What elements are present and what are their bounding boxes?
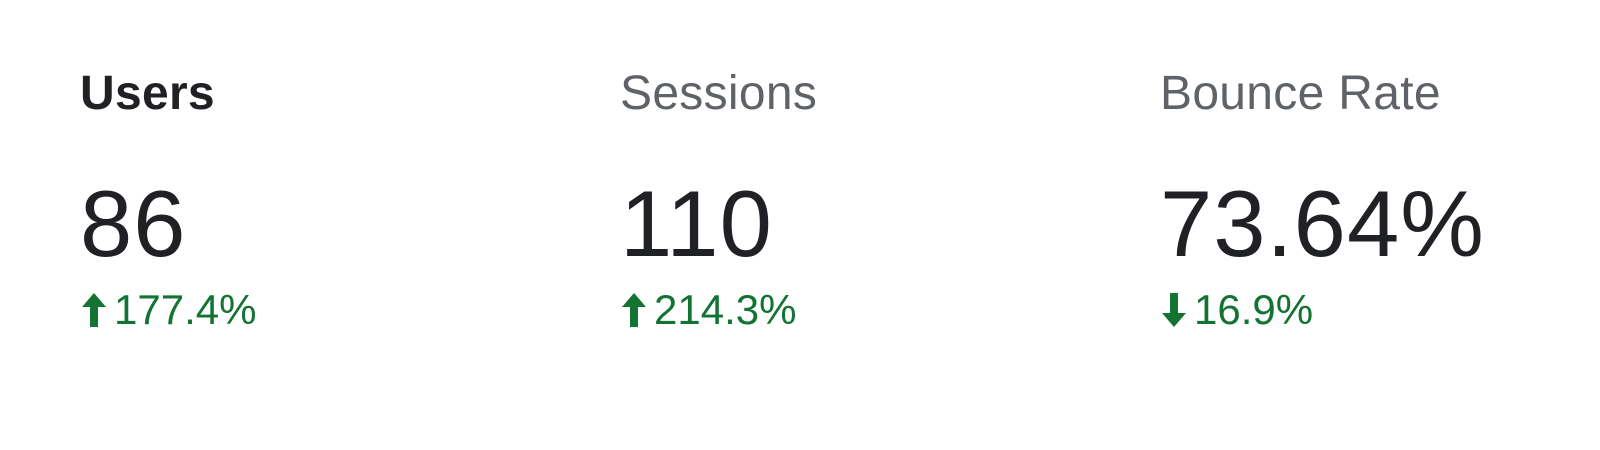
arrow-down-icon (1160, 290, 1188, 330)
metric-change-value: 214.3% (654, 286, 797, 333)
metric-change: 16.9% (1160, 286, 1600, 334)
metric-label: Users (80, 67, 215, 120)
metric-change: 214.3% (620, 286, 1080, 334)
metric-change: 177.4% (80, 286, 540, 334)
arrow-up-icon (620, 290, 648, 330)
metric-value: 86 (80, 171, 187, 276)
metric-value: 110 (620, 171, 773, 276)
metric-label: Sessions (620, 67, 818, 120)
metric-value: 73.64% (1160, 171, 1485, 276)
metric-tab-bounce-rate[interactable]: Bounce Rate 73.64% 16.9% (1160, 64, 1600, 384)
metric-tab-sessions[interactable]: Sessions 110 214.3% (620, 64, 1080, 384)
arrow-up-icon (80, 290, 108, 330)
metric-label: Bounce Rate (1160, 67, 1441, 120)
metric-tab-users[interactable]: Users 86 177.4% (80, 64, 540, 384)
metric-change-value: 177.4% (114, 286, 257, 333)
metric-change-value: 16.9% (1194, 286, 1314, 333)
